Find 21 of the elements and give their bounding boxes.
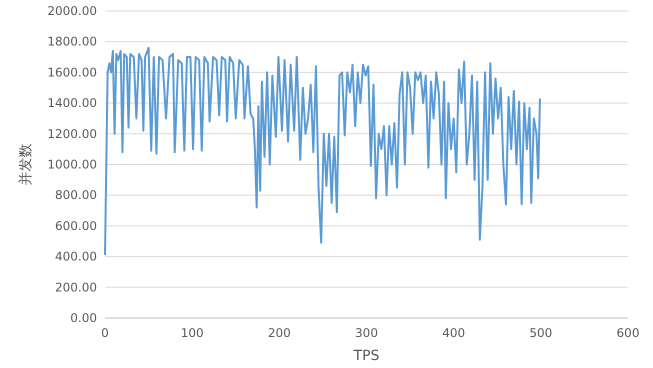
y-tick-label: 1200.00	[47, 126, 97, 141]
y-tick-label: 400.00	[55, 250, 97, 264]
y-tick-label: 1000.00	[47, 158, 97, 172]
y-tick-label: 0.00	[70, 311, 97, 325]
y-tick-label: 600.00	[55, 218, 97, 233]
y-tick-label: 1400.00	[47, 96, 97, 110]
x-tick-label: 0	[101, 326, 109, 340]
x-tick-label: 600	[616, 326, 640, 340]
x-tick-label: 200	[268, 326, 291, 340]
y-axis-title: 并发数	[18, 144, 34, 186]
y-tick-label: 1600.00	[47, 65, 97, 80]
y-tick-label: 1800.00	[47, 34, 97, 49]
y-tick-label: 200.00	[55, 280, 97, 294]
y-tick-label: 2000.00	[47, 4, 97, 18]
y-tick-label: 800.00	[55, 188, 97, 202]
x-tick-label: 300	[355, 326, 378, 340]
x-tick-label: 500	[529, 326, 552, 340]
x-tick-label: 400	[442, 326, 466, 340]
x-tick-label: 100	[180, 326, 204, 340]
x-axis-title: TPS	[352, 348, 380, 364]
line-series	[104, 46, 541, 256]
